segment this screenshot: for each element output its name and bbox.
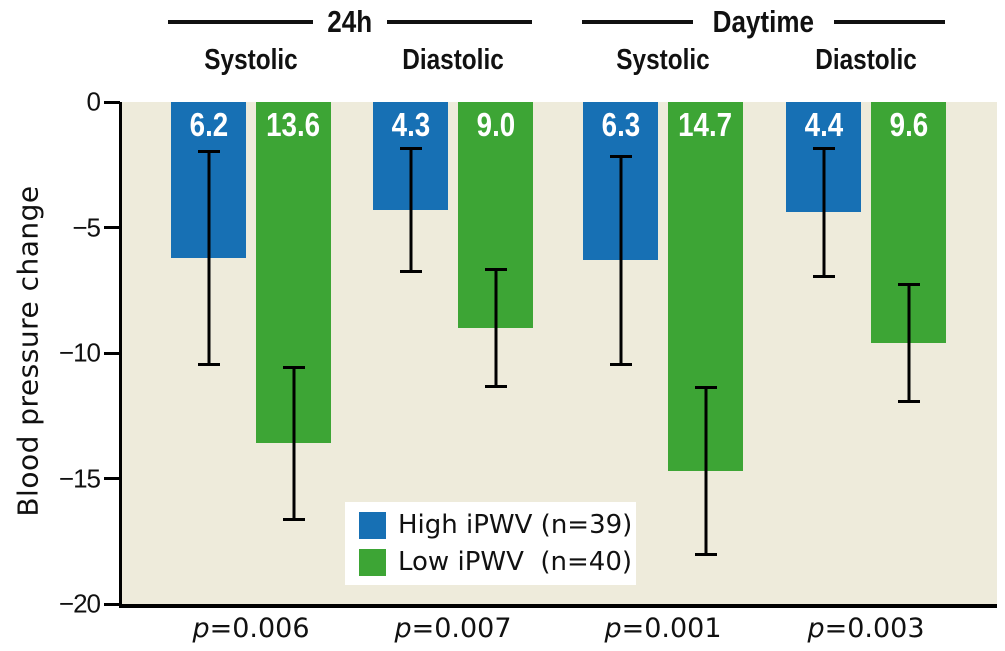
bar-value-label: 9.0 [476,106,515,143]
period-header-daytime: Daytime [582,4,946,39]
error-bar-cap-top [399,147,422,151]
y-axis-tick [104,477,120,480]
header-rule-right [833,20,946,24]
error-bar-cap-top [609,154,632,158]
legend-swatch-low-ipwv [359,548,386,576]
header-rule-left [168,20,314,24]
error-bar-cap-bottom [197,362,220,366]
legend-item-low-ipwv: Low iPWV (n=40) [359,547,636,577]
header-rule-right [386,20,533,24]
error-bar-cap-bottom [484,385,507,389]
error-bar-line [619,154,622,366]
legend-label-high-ipwv: High iPWV (n=39) [398,510,633,540]
category-header-diastolic-24h: Diastolic [402,44,504,76]
p-value-label: p=0.003 [807,613,925,644]
error-bar-cap-bottom [897,400,920,404]
p-value-label: p=0.001 [604,613,722,644]
error-bar-cap-bottom [812,274,835,278]
y-axis-tick-label: 0 [86,86,101,117]
error-bar-line [907,282,910,404]
header-rule-left [582,20,694,24]
y-axis-tick-label: −15 [58,463,101,493]
category-header-systolic-daytime: Systolic [616,44,710,76]
error-bar-cap-top [197,149,220,153]
category-header-systolic-24h: Systolic [204,44,298,76]
error-bar-cap-bottom [282,518,305,522]
y-axis-tick-label: −5 [72,212,101,242]
y-axis-tick [104,351,120,355]
error-bar-cap-top [694,385,717,389]
legend: High iPWV (n=39) Low iPWV (n=40) [345,502,636,585]
legend-label-low-ipwv: Low iPWV (n=40) [398,547,633,577]
period-header-24h: 24h [168,4,533,39]
error-bar [399,147,422,273]
error-bar [197,149,220,366]
bar-value-label: 6.2 [189,106,228,143]
error-bar-cap-top [484,267,507,271]
error-bar-line [822,147,825,278]
category-header-diastolic-daytime: Diastolic [815,44,917,76]
bar-value-label: 14.7 [678,106,733,143]
error-bar [282,365,305,522]
y-axis-tick [104,226,120,229]
p-value-label: p=0.006 [192,613,310,644]
y-axis-tick [104,602,120,606]
error-bar-line [292,365,295,522]
error-bar-line [494,267,497,389]
bar-value-label: 13.6 [266,106,321,143]
p-value-label: p=0.007 [394,613,512,644]
error-bar-cap-bottom [694,553,717,557]
legend-swatch-high-ipwv [359,511,386,539]
bar-value-label: 4.3 [391,106,430,143]
y-axis-tick-label: −10 [58,337,101,368]
error-bar-cap-top [812,147,835,151]
period-label-24h: 24h [327,4,373,39]
error-bar-line [704,385,707,557]
error-bar [897,282,920,404]
error-bar-cap-top [282,365,305,369]
bar-value-label: 9.6 [889,106,928,143]
bar-value-label: 6.3 [601,106,640,143]
y-axis-tick [104,100,120,104]
error-bar-cap-bottom [399,269,422,273]
error-bar-cap-top [897,282,920,286]
period-label-daytime: Daytime [712,4,815,39]
bar-value-label: 4.4 [804,106,843,143]
error-bar [609,154,632,366]
plot-area: 6.2 4.3 6.3 4.4 13.6 9.0 14.7 9.6 [119,102,997,608]
error-bar [812,147,835,278]
error-bar [484,267,507,389]
y-axis-tick-label: −20 [58,588,101,619]
error-bar-cap-bottom [609,362,632,366]
error-bar [694,385,717,557]
legend-item-high-ipwv: High iPWV (n=39) [359,510,636,540]
error-bar-line [409,147,412,273]
error-bar-line [207,149,210,366]
